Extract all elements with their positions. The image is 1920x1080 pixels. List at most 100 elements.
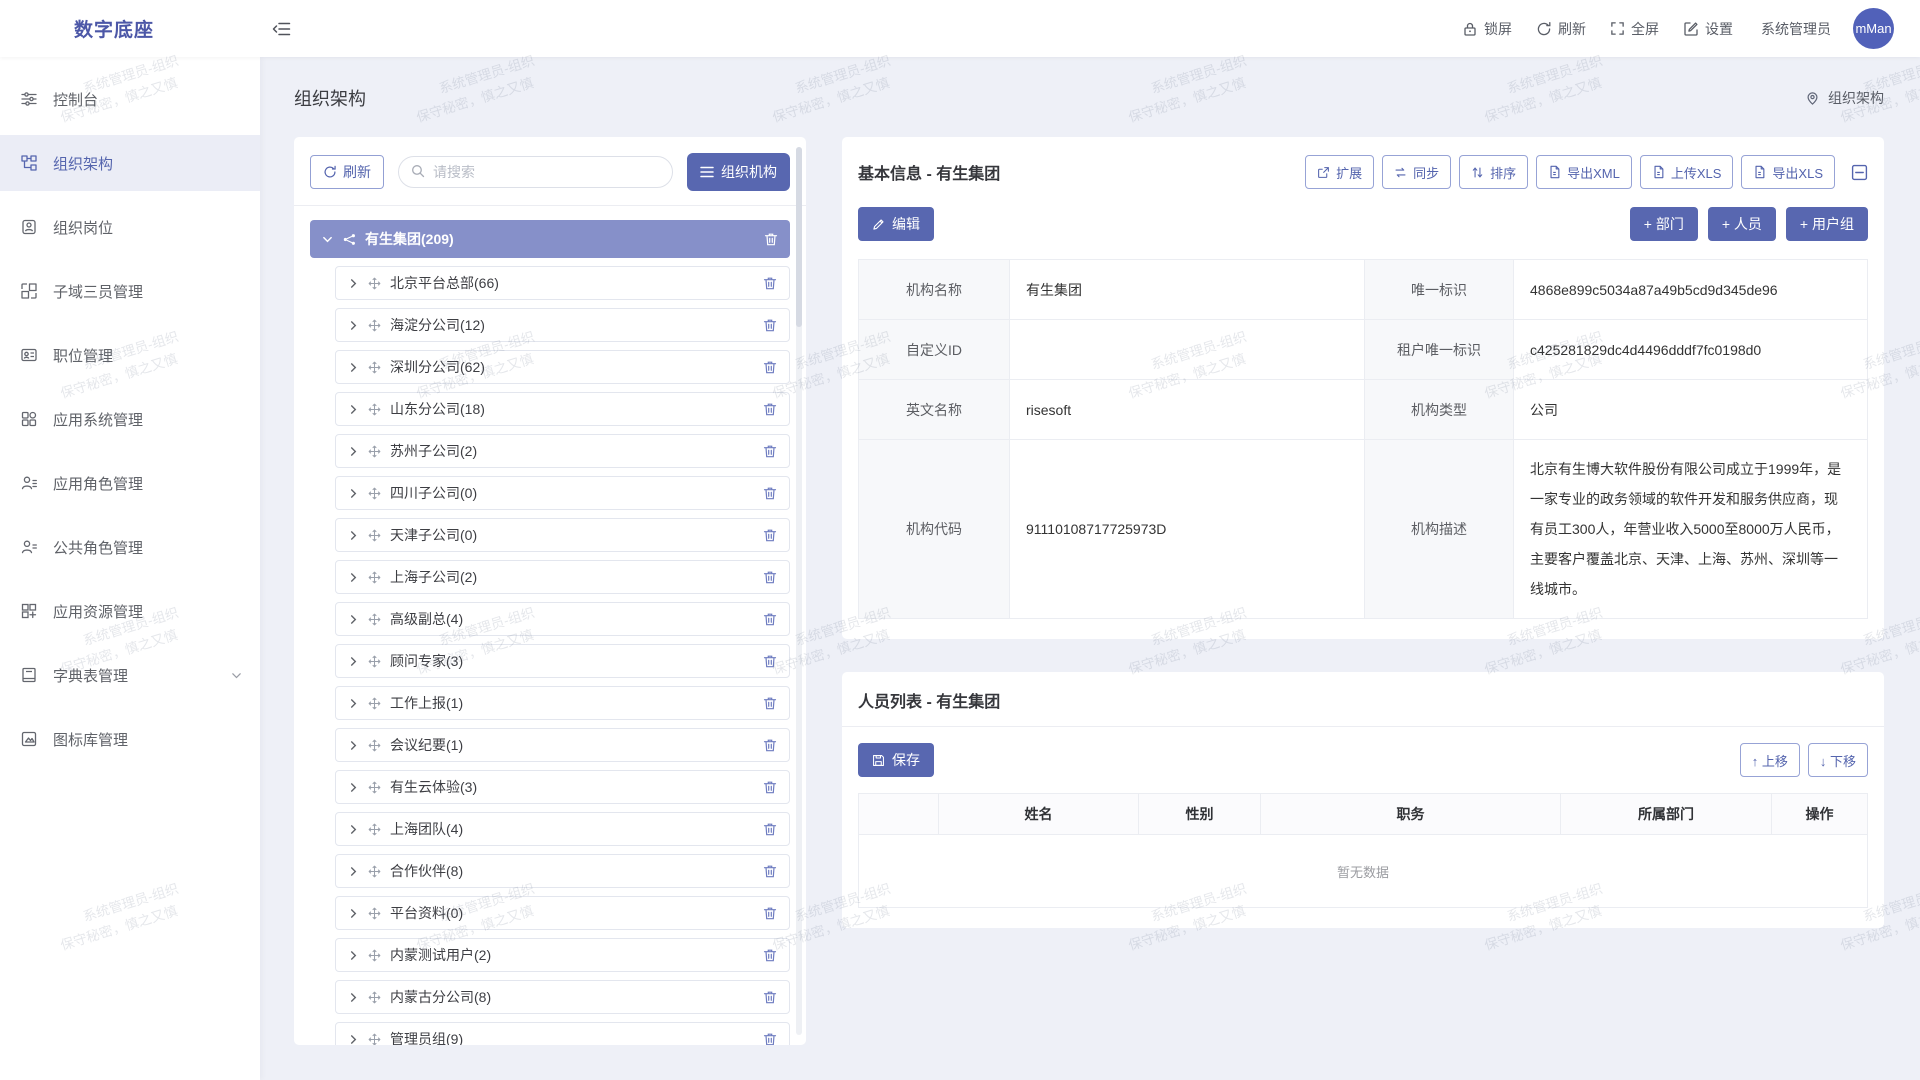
tree-node[interactable]: 内蒙测试用户(2)	[335, 938, 790, 972]
drag-handle-icon[interactable]	[368, 319, 381, 332]
tree-node[interactable]: 平台资料(0)	[335, 896, 790, 930]
delete-node-icon[interactable]	[763, 738, 777, 753]
delete-node-icon[interactable]	[763, 486, 777, 501]
tree-node[interactable]: 合作伙伴(8)	[335, 854, 790, 888]
delete-node-icon[interactable]	[763, 528, 777, 543]
delete-node-icon[interactable]	[763, 780, 777, 795]
drag-handle-icon[interactable]	[368, 529, 381, 542]
delete-node-icon[interactable]	[764, 232, 778, 247]
delete-node-icon[interactable]	[763, 654, 777, 669]
chevron-right-icon[interactable]	[348, 1034, 359, 1045]
tree-node[interactable]: 会议纪要(1)	[335, 728, 790, 762]
delete-node-icon[interactable]	[763, 948, 777, 963]
tree-refresh-button[interactable]: 刷新	[310, 155, 384, 189]
upload-xls-button[interactable]: 上传XLS	[1639, 155, 1734, 189]
chevron-right-icon[interactable]	[348, 992, 359, 1003]
chevron-right-icon[interactable]	[348, 698, 359, 709]
drag-handle-icon[interactable]	[368, 571, 381, 584]
move-down-button[interactable]: ↓ 下移	[1807, 743, 1868, 777]
chevron-right-icon[interactable]	[348, 866, 359, 877]
chevron-right-icon[interactable]	[348, 446, 359, 457]
drag-handle-icon[interactable]	[368, 487, 381, 500]
current-user-name[interactable]: 系统管理员	[1761, 20, 1831, 37]
drag-handle-icon[interactable]	[368, 697, 381, 710]
delete-node-icon[interactable]	[763, 696, 777, 711]
chevron-right-icon[interactable]	[348, 614, 359, 625]
delete-node-icon[interactable]	[763, 1032, 777, 1046]
chevron-right-icon[interactable]	[348, 488, 359, 499]
sync-button[interactable]: 同步	[1382, 155, 1452, 189]
tree-node[interactable]: 深圳分公司(62)	[335, 350, 790, 384]
export-xml-button[interactable]: 导出XML	[1536, 155, 1632, 189]
move-up-button[interactable]: ↑ 上移	[1739, 743, 1800, 777]
sidebar-item-dictionary[interactable]: 字典表管理	[0, 647, 260, 703]
scrollbar-thumb[interactable]	[796, 147, 802, 327]
sort-button[interactable]: 排序	[1459, 155, 1529, 189]
drag-handle-icon[interactable]	[368, 655, 381, 668]
chevron-right-icon[interactable]	[348, 530, 359, 541]
delete-node-icon[interactable]	[763, 822, 777, 837]
org-structure-button[interactable]: 组织机构	[687, 153, 790, 191]
tree-node[interactable]: 苏州子公司(2)	[335, 434, 790, 468]
drag-handle-icon[interactable]	[368, 781, 381, 794]
drag-handle-icon[interactable]	[368, 445, 381, 458]
drag-handle-icon[interactable]	[368, 1033, 381, 1046]
export-xls-button[interactable]: 导出XLS	[1741, 155, 1835, 189]
sidebar-item-org-post[interactable]: 组织岗位	[0, 199, 260, 255]
add-person-button[interactable]: + 人员	[1707, 207, 1776, 241]
delete-node-icon[interactable]	[763, 276, 777, 291]
chevron-right-icon[interactable]	[348, 782, 359, 793]
delete-node-icon[interactable]	[763, 864, 777, 879]
tree-node[interactable]: 四川子公司(0)	[335, 476, 790, 510]
delete-node-icon[interactable]	[763, 318, 777, 333]
tree-node[interactable]: 顾问专家(3)	[335, 644, 790, 678]
sidebar-item-subdomain-admin[interactable]: 子域三员管理	[0, 263, 260, 319]
tree-node[interactable]: 北京平台总部(66)	[335, 266, 790, 300]
drag-handle-icon[interactable]	[368, 361, 381, 374]
refresh-page-button[interactable]: 刷新	[1536, 19, 1586, 39]
expand-button[interactable]: 扩展	[1305, 155, 1375, 189]
chevron-right-icon[interactable]	[348, 824, 359, 835]
tree-node[interactable]: 有生云体验(3)	[335, 770, 790, 804]
add-user-group-button[interactable]: + 用户组	[1785, 207, 1868, 241]
sidebar-item-app-role[interactable]: 应用角色管理	[0, 455, 260, 511]
chevron-down-icon[interactable]	[322, 234, 333, 245]
drag-handle-icon[interactable]	[368, 613, 381, 626]
chevron-right-icon[interactable]	[348, 572, 359, 583]
tree-node[interactable]: 管理员组(9)	[335, 1022, 790, 1045]
drag-handle-icon[interactable]	[368, 739, 381, 752]
delete-node-icon[interactable]	[763, 360, 777, 375]
tree-node[interactable]: 上海团队(4)	[335, 812, 790, 846]
chevron-right-icon[interactable]	[348, 278, 359, 289]
drag-handle-icon[interactable]	[368, 865, 381, 878]
lock-screen-button[interactable]: 锁屏	[1462, 19, 1512, 39]
add-department-button[interactable]: + 部门	[1629, 207, 1698, 241]
tree-node[interactable]: 海淀分公司(12)	[335, 308, 790, 342]
sidebar-item-public-role[interactable]: 公共角色管理	[0, 519, 260, 575]
save-button[interactable]: 保存	[858, 743, 934, 777]
user-avatar[interactable]: mMan	[1853, 8, 1894, 49]
chevron-right-icon[interactable]	[348, 404, 359, 415]
collapse-panel-icon[interactable]	[1851, 164, 1868, 181]
delete-node-icon[interactable]	[763, 444, 777, 459]
edit-button[interactable]: 编辑	[858, 207, 934, 241]
tree-node[interactable]: 内蒙古分公司(8)	[335, 980, 790, 1014]
sidebar-item-app-system[interactable]: 应用系统管理	[0, 391, 260, 447]
tree-search-input[interactable]	[398, 156, 673, 188]
sidebar-item-position[interactable]: 职位管理	[0, 327, 260, 383]
delete-node-icon[interactable]	[763, 990, 777, 1005]
chevron-right-icon[interactable]	[348, 362, 359, 373]
sidebar-item-app-resource[interactable]: 应用资源管理	[0, 583, 260, 639]
chevron-right-icon[interactable]	[348, 656, 359, 667]
fullscreen-button[interactable]: 全屏	[1610, 19, 1659, 39]
tree-node[interactable]: 天津子公司(0)	[335, 518, 790, 552]
sidebar-item-org-structure[interactable]: 组织架构	[0, 135, 260, 191]
drag-handle-icon[interactable]	[368, 823, 381, 836]
sidebar-item-icon-library[interactable]: 图标库管理	[0, 711, 260, 767]
drag-handle-icon[interactable]	[368, 949, 381, 962]
delete-node-icon[interactable]	[763, 570, 777, 585]
delete-node-icon[interactable]	[763, 612, 777, 627]
chevron-right-icon[interactable]	[348, 950, 359, 961]
chevron-right-icon[interactable]	[348, 740, 359, 751]
drag-handle-icon[interactable]	[368, 991, 381, 1004]
